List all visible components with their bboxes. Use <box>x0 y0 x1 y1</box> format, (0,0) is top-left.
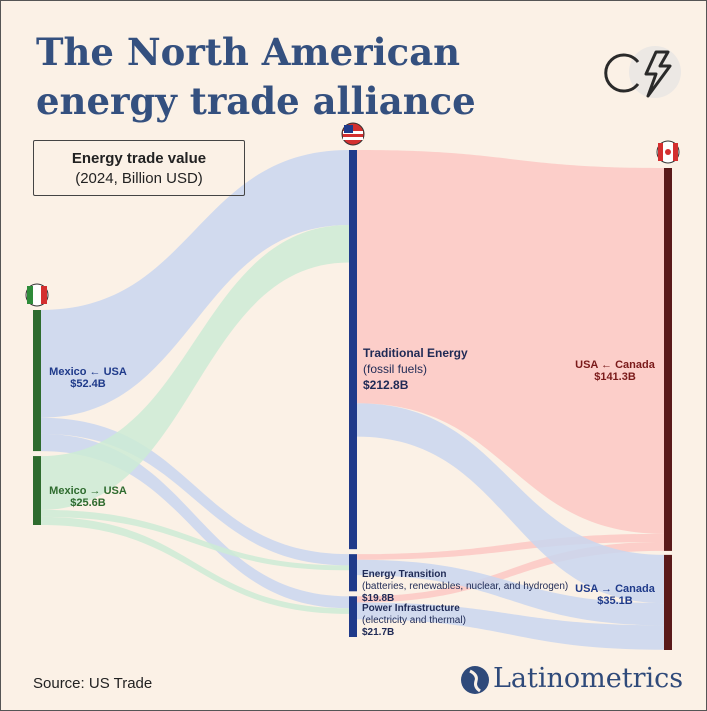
flow <box>41 509 349 571</box>
node-name: USA ← Canada <box>575 359 655 371</box>
node-detail: (batteries, renewables, nuclear, and hyd… <box>362 581 569 592</box>
node-value: $21.7B <box>362 627 395 638</box>
flow <box>357 559 664 626</box>
legend-subtitle: (2024, Billion USD) <box>75 170 203 187</box>
node-name: Power Infrastructure <box>362 603 460 614</box>
flow <box>357 602 664 650</box>
node-name: USA → Canada <box>575 583 655 595</box>
node-value: $19.8B <box>362 593 395 604</box>
node-bar <box>33 456 41 525</box>
node-name: Mexico → USA <box>49 485 127 497</box>
flow <box>41 433 349 609</box>
node-value: $35.1B <box>597 595 633 607</box>
node-value: $25.6B <box>70 497 106 509</box>
node-bar <box>664 168 672 551</box>
node-label: USA → Canada $35.1B <box>560 583 670 607</box>
flow <box>41 417 349 566</box>
node-label: Mexico ← USA $52.4B <box>40 366 136 390</box>
flag-usa <box>341 122 365 146</box>
node-label: Energy Transition (batteries, renewables,… <box>362 569 568 605</box>
legend-box: Energy trade value (2024, Billion USD) <box>33 140 245 196</box>
legend-title: Energy trade value <box>71 150 207 167</box>
node-bar <box>664 554 672 650</box>
flow <box>357 541 664 603</box>
brand: Latinometrics <box>493 663 684 694</box>
source: Source: US Trade <box>33 675 153 692</box>
brand-icon <box>461 666 489 694</box>
flow <box>41 150 349 418</box>
flow <box>41 225 349 510</box>
energy-icon <box>604 46 681 98</box>
node-label: Power Infrastructure (electricity and the… <box>362 603 466 639</box>
node-value: $141.3B <box>594 371 636 383</box>
flow <box>357 403 664 604</box>
node-value: $52.4B <box>70 378 106 390</box>
node-detail: (electricity and thermal) <box>362 615 466 626</box>
title: The North American energy trade alliance <box>36 30 476 123</box>
node-name: Energy Transition <box>362 569 447 580</box>
node-detail: (fossil fuels) <box>363 362 428 376</box>
flag-canada <box>656 140 680 164</box>
flow <box>357 150 664 534</box>
node-label: Mexico → USA $25.6B <box>40 485 136 509</box>
node-label: Traditional Energy (fossil fuels) $212.8B <box>363 345 468 393</box>
flow <box>41 516 349 614</box>
node-bar <box>349 596 357 637</box>
node-bar <box>349 554 357 592</box>
node-value: $212.8B <box>363 378 409 392</box>
node-bar <box>33 310 41 452</box>
node-bar <box>349 150 357 550</box>
node-name: Mexico ← USA <box>49 366 127 378</box>
flag-mexico <box>25 283 49 307</box>
node-name: Traditional Energy <box>363 346 468 360</box>
node-label: USA ← Canada $141.3B <box>560 359 670 383</box>
